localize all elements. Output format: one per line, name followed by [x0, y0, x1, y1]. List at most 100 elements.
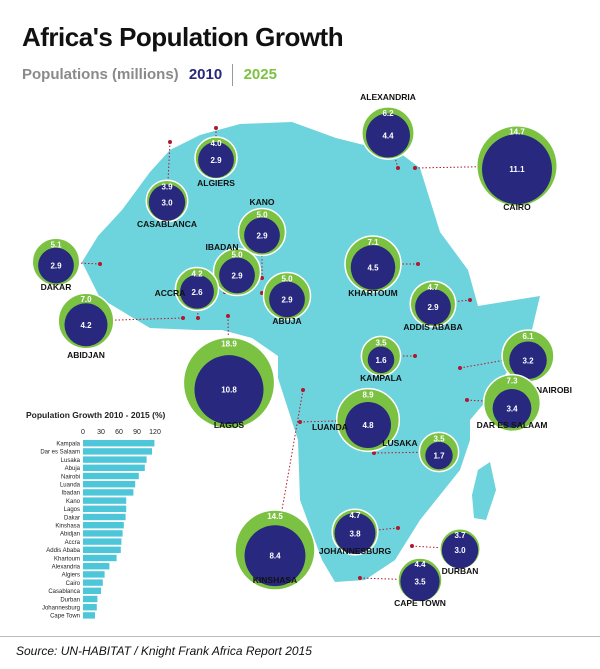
- value-2025-kinshasa: 14.5: [267, 512, 283, 521]
- value-2010-durban: 3.0: [454, 546, 466, 555]
- bubble-2010-addis-ababa: [415, 289, 451, 325]
- bar-chart-ticks: 0 30 60 90 120: [81, 429, 161, 436]
- marker-johannesburg: [396, 526, 400, 530]
- marker-dar-es-salaam: [465, 398, 469, 402]
- value-2010-cape-town: 3.5: [414, 577, 426, 586]
- marker-addis-ababa: [468, 298, 472, 302]
- marker-accra: [196, 316, 200, 320]
- value-2025-kano: 5.0: [256, 211, 268, 220]
- value-2025-accra: 4.2: [191, 269, 203, 278]
- value-2025-durban: 3.7: [454, 531, 466, 540]
- leader-lusaka: [373, 451, 440, 454]
- bubble-cairo: 14.7 11.1 CAIRO: [475, 124, 559, 212]
- value-2025-addis-ababa: 4.7: [427, 283, 439, 292]
- value-2025-cape-town: 4.4: [414, 560, 426, 569]
- bar-label-durban: Durban: [60, 597, 80, 603]
- bar-cape-town: [83, 612, 95, 619]
- value-2025-johannesburg: 4.7: [349, 511, 361, 520]
- bar-kampala: [83, 440, 155, 447]
- bubble-2010-cairo: [482, 134, 552, 205]
- value-2010-kampala: 1.6: [375, 356, 387, 365]
- bubble-nairobi: 6.1 3.2 NAIROBI: [501, 329, 572, 395]
- source-note: Source: UN-HABITAT / Knight Frank Africa…: [16, 644, 312, 658]
- value-2025-alexandria: 6.2: [382, 109, 394, 118]
- value-2025-cairo: 14.7: [509, 128, 525, 137]
- bar-dakar: [83, 513, 126, 521]
- bar-tick-30: 30: [97, 429, 105, 436]
- value-2010-khartoum: 4.5: [367, 263, 379, 272]
- city-label-khartoum: KHARTOUM: [348, 288, 397, 298]
- bar-label-ibadan: Ibadan: [62, 491, 80, 497]
- bar-luanda: [83, 481, 136, 488]
- marker-nairobi: [458, 366, 462, 370]
- bubble-alexandria: 6.2 4.4 ALEXANDRIA: [360, 92, 416, 160]
- bar-label-kano: Kano: [66, 499, 81, 505]
- bubble-2010-kampala: [367, 346, 395, 374]
- city-label-abuja: ABUJA: [272, 316, 301, 326]
- city-label-durban: DURBAN: [442, 566, 479, 576]
- bubble-2010-casablanca: [148, 184, 186, 221]
- bubble-casablanca: 3.9 3.0 CASABLANCA: [137, 179, 197, 229]
- bubble-johannesburg: 4.7 3.8 JOHANNESBURG: [319, 508, 392, 556]
- bar-label-lagos: Lagos: [64, 507, 80, 513]
- bubble-2010-dar-es-salaam: [492, 389, 532, 428]
- value-2010-kinshasa: 8.4: [269, 552, 281, 561]
- city-label-ibadan: IBADAN: [205, 242, 238, 252]
- bubble-2010-lagos: [194, 355, 264, 425]
- bar-label-algiers: Algiers: [62, 573, 80, 579]
- value-2010-alexandria: 4.4: [382, 131, 394, 140]
- bubble-2010-durban: [441, 532, 479, 569]
- bar-chart-title: Population Growth 2010 - 2015 (%): [26, 410, 166, 420]
- bar-label-luanda: Luanda: [60, 483, 81, 489]
- city-label-algiers: ALGIERS: [197, 178, 235, 188]
- bar-label-casablanca: Casablanca: [48, 589, 80, 595]
- bar-alexandria: [83, 563, 110, 570]
- bar-label-kinshasa: Kinshasa: [55, 524, 80, 530]
- bubble-2010-khartoum: [350, 245, 396, 290]
- city-label-addis-ababa: ADDIS ABABA: [403, 322, 462, 332]
- value-2010-abuja: 2.9: [281, 295, 293, 304]
- city-label-lusaka: LUSAKA: [382, 438, 417, 448]
- legend-2025: 2025: [243, 65, 277, 83]
- bar-label-alexandria: Alexandria: [52, 565, 81, 571]
- bubble-dar-es-salaam: 7.3 3.4 DAR ES SALAAM: [477, 373, 548, 433]
- leader-dar-es-salaam: [466, 399, 513, 404]
- value-2025-dar-es-salaam: 7.3: [506, 377, 518, 386]
- value-2010-abidjan: 4.2: [80, 321, 92, 330]
- bar-dar-es-salaam: [83, 448, 152, 455]
- bar-lusaka: [83, 456, 147, 463]
- bar-tick-60: 60: [115, 429, 123, 436]
- bar-abidjan: [83, 530, 123, 537]
- bar-label-abuja: Abuja: [65, 466, 81, 472]
- marker-lusaka: [372, 451, 376, 455]
- bubble-2010-johannesburg: [334, 512, 376, 554]
- legend-label: Populations (millions): [22, 65, 179, 83]
- bar-chart-rows: Kampala Dar es Salaam Lusaka Abuja Nairobi Lu…: [40, 440, 155, 620]
- value-2010-lagos: 10.8: [221, 386, 237, 395]
- footer-divider: [0, 636, 600, 637]
- bar-tick-120: 120: [149, 429, 161, 436]
- city-label-accra: ACCRA: [155, 288, 186, 298]
- bubble-2010-dakar: [38, 247, 74, 284]
- value-2025-casablanca: 3.9: [161, 182, 173, 191]
- bubble-2010-lusaka: [425, 441, 453, 470]
- value-2010-casablanca: 3.0: [161, 199, 173, 208]
- bubble-2010-abuja: [269, 281, 305, 318]
- bar-lagos: [83, 505, 127, 512]
- city-label-dakar: DAKAR: [41, 282, 72, 292]
- bar-ibadan: [83, 489, 134, 496]
- marker-abidjan: [181, 316, 185, 320]
- city-label-kinshasa: KINSHASA: [253, 575, 297, 585]
- bar-label-addis-ababa: Addis Ababa: [46, 548, 80, 554]
- bubble-2010-kinshasa: [244, 525, 306, 587]
- bubble-2010-accra: [180, 274, 214, 309]
- bubble-2010-alexandria: [365, 113, 411, 158]
- city-label-dar-es-salaam: DAR ES SALAAM: [477, 420, 548, 430]
- marker-luanda: [298, 420, 302, 424]
- marker-kinshasa: [301, 388, 305, 392]
- city-label-casablanca: CASABLANCA: [137, 219, 197, 229]
- value-2025-lusaka: 3.5: [433, 434, 445, 443]
- marker-lagos: [226, 314, 230, 318]
- marker-algiers: [214, 126, 218, 130]
